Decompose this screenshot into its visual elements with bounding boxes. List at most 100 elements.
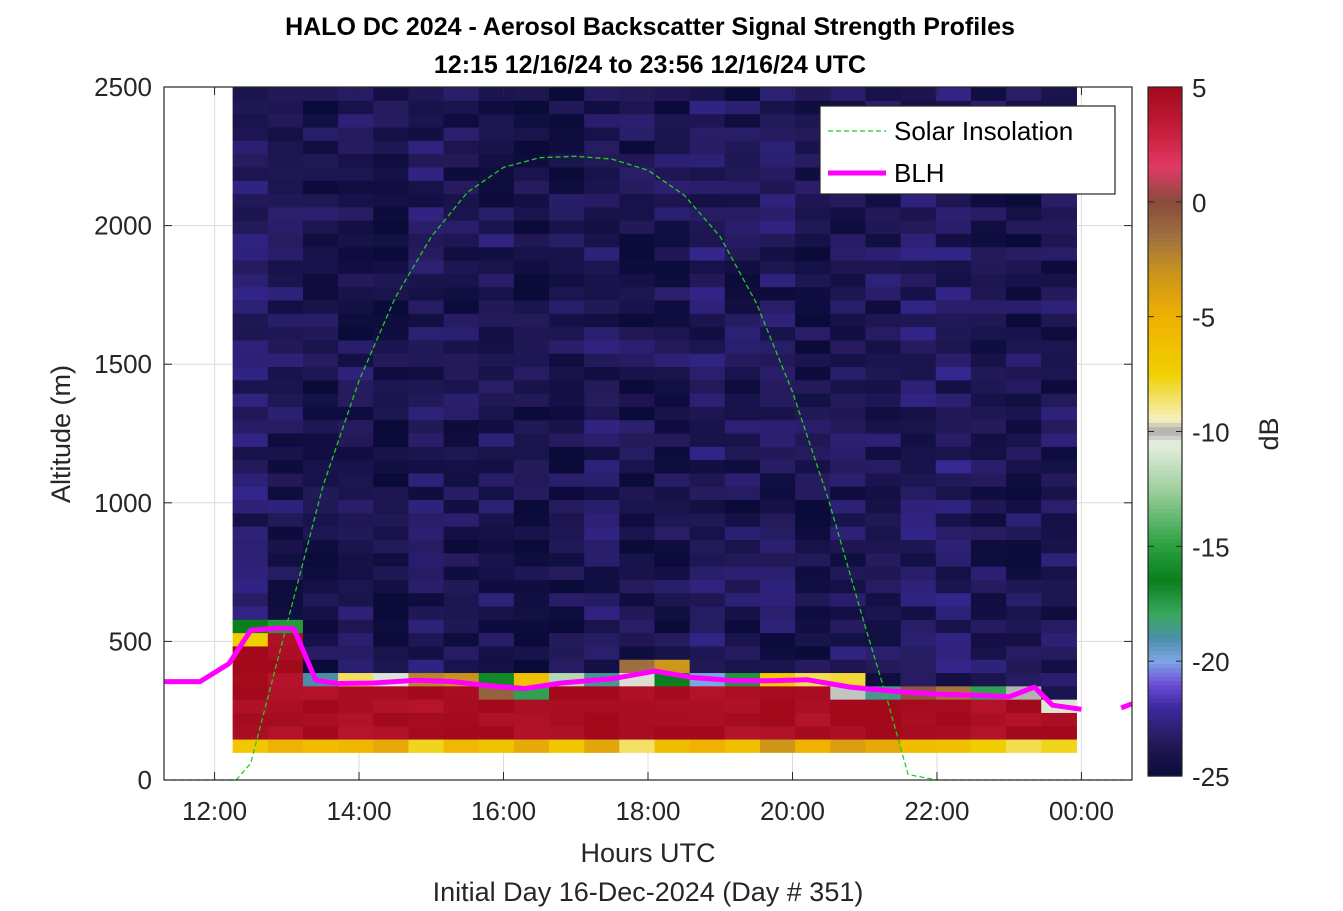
heatmap-cell (724, 87, 761, 101)
colorbar-segment (1148, 577, 1182, 583)
heatmap-cell (830, 472, 867, 487)
heatmap-cell (513, 339, 550, 354)
heatmap-cell (619, 246, 656, 261)
heatmap-cell (338, 246, 374, 261)
colorbar-segment (1148, 207, 1182, 213)
heatmap-cell (970, 406, 1007, 421)
heatmap-cell (1041, 712, 1077, 727)
colorbar-segment (1148, 203, 1182, 209)
heatmap-cell (408, 725, 445, 740)
heatmap-cell (513, 220, 550, 234)
heatmap-cell (549, 738, 585, 753)
heatmap-cell (654, 166, 691, 181)
colorbar-segment (1148, 509, 1182, 514)
heatmap-cell (443, 299, 480, 314)
heatmap-cell (513, 193, 550, 208)
heatmap-cell (724, 366, 761, 381)
colorbar: 5 0 -5 -10 -15 -20 -25 dB (1147, 73, 1284, 792)
heatmap-cell (513, 472, 550, 487)
heatmap-cell (338, 326, 374, 341)
heatmap-cell (549, 459, 585, 474)
heatmap-cell (865, 632, 902, 647)
heatmap-cell (654, 486, 691, 501)
colorbar-segment (1148, 328, 1182, 334)
heatmap-cell (549, 113, 585, 128)
heatmap-cell (267, 579, 304, 594)
heatmap-cell (900, 286, 937, 301)
heatmap-cell (338, 632, 374, 647)
heatmap-cell (338, 539, 374, 554)
heatmap-cell (408, 632, 445, 647)
heatmap-cell (478, 113, 515, 128)
heatmap-cell (408, 579, 445, 594)
heatmap-cell (549, 339, 585, 354)
colorbar-segment (1148, 306, 1182, 312)
heatmap-cell (584, 339, 620, 354)
heatmap-cell (724, 259, 761, 274)
heatmap-cell (513, 206, 550, 221)
heatmap-cell (654, 725, 691, 740)
heatmap-cell (513, 552, 550, 567)
heatmap-cell (654, 526, 691, 540)
heatmap-cell (970, 366, 1007, 381)
heatmap-cell (513, 486, 550, 501)
heatmap-cell (373, 259, 410, 274)
colorbar-segment (1148, 771, 1182, 777)
heatmap-cell (549, 193, 585, 208)
heatmap-cell (443, 459, 480, 474)
heatmap-cell (302, 87, 339, 101)
heatmap-cell (232, 379, 269, 394)
colorbar-segment (1148, 560, 1182, 566)
heatmap-cell (338, 712, 374, 727)
heatmap-cell (443, 566, 480, 580)
heatmap-cell (232, 472, 269, 487)
heatmap-cell (338, 526, 374, 540)
heatmap-cell (830, 632, 867, 647)
colorbar-segment (1148, 298, 1182, 303)
heatmap-cell (759, 619, 796, 634)
heatmap-cell (935, 526, 972, 540)
heatmap-cell (373, 313, 410, 328)
heatmap-cell (619, 632, 656, 647)
heatmap-cell (338, 220, 374, 234)
heatmap-cell (619, 166, 656, 181)
heatmap-cell (795, 592, 831, 607)
heatmap-cell (619, 100, 656, 115)
heatmap-cell (619, 619, 656, 634)
heatmap-cell (267, 605, 304, 620)
colorbar-segment (1148, 211, 1182, 217)
heatmap-cell (232, 233, 269, 248)
heatmap-cell (513, 379, 550, 394)
heatmap-cell (724, 526, 761, 540)
heatmap-cell (724, 299, 761, 314)
heatmap-cell (478, 605, 515, 620)
heatmap-cell (373, 393, 410, 407)
heatmap-cell (443, 353, 480, 368)
heatmap-cell (338, 153, 374, 168)
colorbar-segment (1148, 448, 1182, 454)
heatmap-cell (584, 286, 620, 301)
heatmap-cell (408, 326, 445, 341)
heatmap-cell (970, 672, 1007, 687)
colorbar-segment (1148, 168, 1182, 174)
heatmap-cell (689, 499, 726, 514)
heatmap-cell (1006, 632, 1042, 647)
heatmap-cell (232, 393, 269, 407)
heatmap-cell (830, 499, 867, 514)
heatmap-cell (654, 632, 691, 647)
heatmap-cell (267, 140, 304, 155)
heatmap-cell (1041, 206, 1077, 221)
heatmap-cell (302, 512, 339, 527)
heatmap-cell (865, 725, 902, 740)
heatmap-cell (443, 206, 480, 221)
heatmap-cell (795, 605, 831, 620)
x-tick-label: 12:00 (182, 796, 247, 826)
heatmap-cell (267, 87, 304, 101)
colorbar-segment (1148, 457, 1182, 463)
y-tick-label: 2000 (94, 211, 152, 241)
colorbar-segment (1148, 345, 1182, 351)
heatmap-cell (619, 220, 656, 234)
colorbar-tick-label: -15 (1192, 532, 1230, 562)
heatmap-cell (478, 313, 515, 328)
heatmap-cell (900, 659, 937, 674)
